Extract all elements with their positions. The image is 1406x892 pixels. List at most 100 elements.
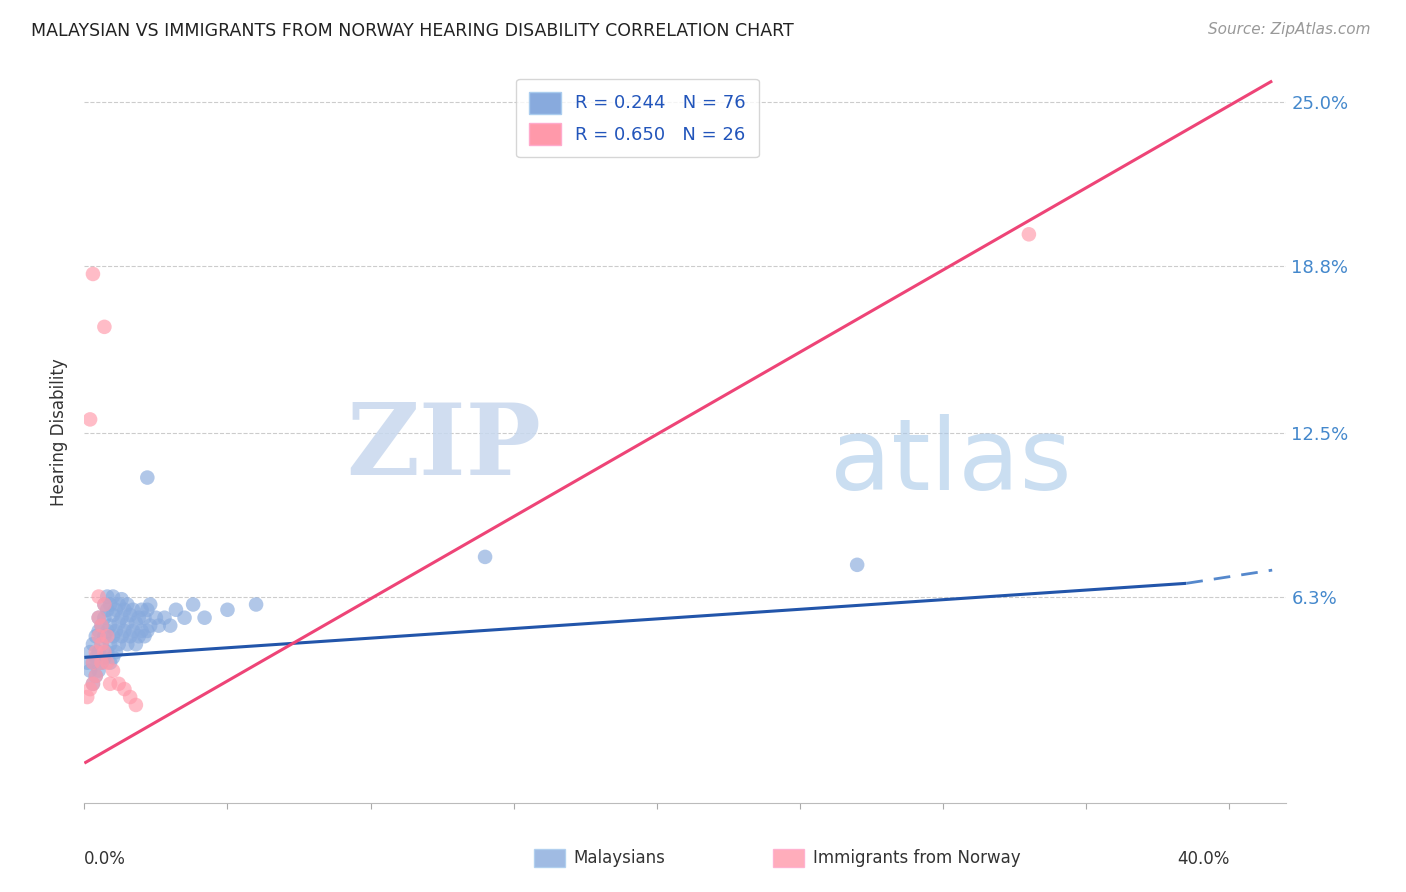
Point: [125, 615, 148, 630]
Point: [98, 677, 121, 691]
Point: [93, 319, 115, 334]
Point: [79, 682, 101, 697]
Point: [131, 624, 153, 638]
Point: [79, 412, 101, 426]
Point: [84, 645, 107, 659]
Point: [82, 656, 104, 670]
Point: [181, 598, 204, 612]
Point: [139, 598, 162, 612]
Point: [79, 645, 101, 659]
Point: [93, 650, 115, 665]
Point: [125, 698, 148, 712]
Point: [128, 629, 150, 643]
Point: [93, 611, 115, 625]
Point: [96, 629, 118, 643]
Point: [87, 629, 110, 643]
Point: [98, 598, 121, 612]
Point: [101, 608, 124, 623]
Point: [104, 624, 127, 638]
Point: [846, 558, 869, 572]
Y-axis label: Hearing Disability: Hearing Disability: [51, 359, 69, 507]
Point: [474, 549, 496, 564]
Point: [110, 611, 132, 625]
Point: [84, 669, 107, 683]
Point: [82, 677, 104, 691]
Point: [117, 637, 139, 651]
Point: [96, 603, 118, 617]
Point: [104, 603, 127, 617]
Text: Source: ZipAtlas.com: Source: ZipAtlas.com: [1208, 22, 1371, 37]
Point: [122, 624, 145, 638]
Text: 0.0%: 0.0%: [84, 850, 127, 869]
Point: [120, 690, 142, 704]
Point: [87, 590, 110, 604]
Point: [79, 664, 101, 678]
Point: [1018, 227, 1040, 242]
Point: [117, 598, 139, 612]
Point: [82, 267, 104, 281]
Point: [93, 645, 115, 659]
Point: [159, 618, 181, 632]
Point: [90, 656, 112, 670]
Point: [110, 592, 132, 607]
Point: [84, 650, 107, 665]
Point: [114, 682, 135, 697]
Text: atlas: atlas: [830, 414, 1071, 511]
Point: [101, 629, 124, 643]
Point: [93, 629, 115, 643]
Point: [104, 645, 127, 659]
Point: [136, 470, 159, 484]
Point: [90, 618, 112, 632]
Point: [98, 637, 121, 651]
Point: [122, 603, 145, 617]
Point: [93, 598, 115, 612]
Text: 40.0%: 40.0%: [1177, 850, 1229, 869]
Point: [131, 603, 153, 617]
Point: [96, 624, 118, 638]
Point: [173, 611, 195, 625]
Point: [194, 611, 217, 625]
Point: [107, 615, 129, 630]
Point: [90, 637, 112, 651]
Point: [96, 590, 118, 604]
Point: [90, 656, 112, 670]
Point: [96, 645, 118, 659]
Point: [125, 637, 148, 651]
Point: [101, 664, 124, 678]
Point: [153, 611, 176, 625]
Point: [87, 664, 110, 678]
Point: [90, 637, 112, 651]
Point: [145, 611, 167, 625]
Point: [98, 618, 121, 632]
Point: [110, 629, 132, 643]
Point: [136, 624, 159, 638]
Point: [93, 598, 115, 612]
Point: [90, 618, 112, 632]
Point: [136, 603, 159, 617]
Point: [96, 656, 118, 670]
Point: [87, 645, 110, 659]
Point: [76, 656, 98, 670]
Point: [134, 611, 156, 625]
Point: [120, 629, 142, 643]
Point: [84, 669, 107, 683]
Point: [101, 650, 124, 665]
Point: [82, 656, 104, 670]
Point: [87, 624, 110, 638]
Point: [107, 637, 129, 651]
Text: MALAYSIAN VS IMMIGRANTS FROM NORWAY HEARING DISABILITY CORRELATION CHART: MALAYSIAN VS IMMIGRANTS FROM NORWAY HEAR…: [31, 22, 793, 40]
Text: Immigrants from Norway: Immigrants from Norway: [813, 849, 1021, 867]
Point: [139, 618, 162, 632]
Point: [114, 603, 135, 617]
Point: [245, 598, 267, 612]
Point: [101, 590, 124, 604]
Point: [114, 624, 135, 638]
Point: [87, 611, 110, 625]
Point: [128, 611, 150, 625]
Point: [82, 677, 104, 691]
Text: Malaysians: Malaysians: [574, 849, 665, 867]
Point: [134, 629, 156, 643]
Point: [84, 629, 107, 643]
Point: [165, 603, 187, 617]
Legend: R = 0.244   N = 76, R = 0.650   N = 26: R = 0.244 N = 76, R = 0.650 N = 26: [516, 78, 759, 157]
